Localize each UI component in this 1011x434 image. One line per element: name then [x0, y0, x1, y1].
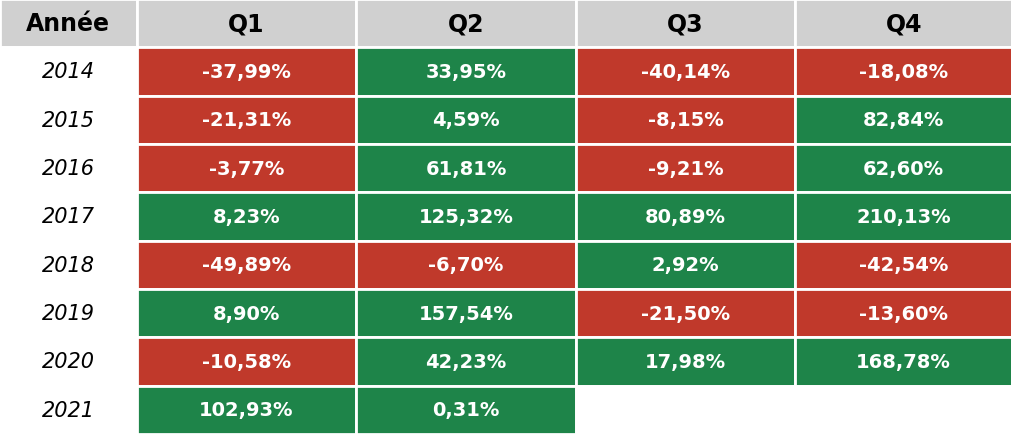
FancyBboxPatch shape [136, 96, 356, 145]
FancyBboxPatch shape [575, 145, 795, 193]
Text: 33,95%: 33,95% [425, 63, 507, 82]
FancyBboxPatch shape [136, 193, 356, 241]
FancyBboxPatch shape [575, 0, 795, 48]
Text: -21,50%: -21,50% [640, 304, 730, 323]
Text: 2015: 2015 [41, 111, 95, 131]
Text: -6,70%: -6,70% [428, 256, 503, 275]
Text: 8,90%: 8,90% [212, 304, 280, 323]
FancyBboxPatch shape [356, 338, 575, 386]
Text: -3,77%: -3,77% [208, 159, 284, 178]
Text: -37,99%: -37,99% [202, 63, 290, 82]
FancyBboxPatch shape [136, 289, 356, 338]
FancyBboxPatch shape [795, 96, 1011, 145]
FancyBboxPatch shape [356, 0, 575, 48]
FancyBboxPatch shape [795, 145, 1011, 193]
FancyBboxPatch shape [575, 193, 795, 241]
Text: 61,81%: 61,81% [425, 159, 507, 178]
Text: 2016: 2016 [41, 159, 95, 179]
Text: 168,78%: 168,78% [855, 352, 950, 371]
FancyBboxPatch shape [0, 241, 136, 289]
Text: 17,98%: 17,98% [644, 352, 726, 371]
Text: 2014: 2014 [41, 62, 95, 82]
Text: 125,32%: 125,32% [419, 207, 513, 227]
FancyBboxPatch shape [575, 289, 795, 338]
Text: Année: Année [26, 12, 110, 36]
FancyBboxPatch shape [356, 193, 575, 241]
FancyBboxPatch shape [0, 338, 136, 386]
FancyBboxPatch shape [0, 193, 136, 241]
Text: 157,54%: 157,54% [419, 304, 513, 323]
FancyBboxPatch shape [575, 386, 795, 434]
FancyBboxPatch shape [356, 96, 575, 145]
Text: 210,13%: 210,13% [855, 207, 950, 227]
Text: -49,89%: -49,89% [201, 256, 291, 275]
Text: -21,31%: -21,31% [201, 111, 291, 130]
FancyBboxPatch shape [356, 48, 575, 96]
Text: 0,31%: 0,31% [432, 401, 499, 419]
FancyBboxPatch shape [136, 338, 356, 386]
Text: 2021: 2021 [41, 400, 95, 420]
FancyBboxPatch shape [0, 0, 136, 48]
FancyBboxPatch shape [136, 386, 356, 434]
Text: 2018: 2018 [41, 255, 95, 275]
FancyBboxPatch shape [356, 289, 575, 338]
FancyBboxPatch shape [136, 241, 356, 289]
FancyBboxPatch shape [575, 96, 795, 145]
FancyBboxPatch shape [356, 145, 575, 193]
FancyBboxPatch shape [795, 241, 1011, 289]
Text: 2017: 2017 [41, 207, 95, 227]
Text: 2,92%: 2,92% [651, 256, 719, 275]
FancyBboxPatch shape [0, 48, 136, 96]
Text: -18,08%: -18,08% [858, 63, 947, 82]
FancyBboxPatch shape [136, 48, 356, 96]
Text: 4,59%: 4,59% [432, 111, 499, 130]
Text: -40,14%: -40,14% [640, 63, 730, 82]
Text: Q4: Q4 [885, 12, 921, 36]
FancyBboxPatch shape [0, 289, 136, 338]
FancyBboxPatch shape [795, 0, 1011, 48]
Text: 2019: 2019 [41, 303, 95, 323]
FancyBboxPatch shape [0, 145, 136, 193]
Text: 102,93%: 102,93% [199, 401, 293, 419]
Text: 8,23%: 8,23% [212, 207, 280, 227]
Text: -8,15%: -8,15% [647, 111, 723, 130]
Text: -9,21%: -9,21% [647, 159, 723, 178]
Text: Q3: Q3 [666, 12, 704, 36]
FancyBboxPatch shape [0, 386, 136, 434]
FancyBboxPatch shape [356, 386, 575, 434]
Text: Q1: Q1 [227, 12, 265, 36]
Text: -13,60%: -13,60% [858, 304, 947, 323]
FancyBboxPatch shape [136, 145, 356, 193]
Text: 2020: 2020 [41, 352, 95, 372]
FancyBboxPatch shape [795, 386, 1011, 434]
Text: 62,60%: 62,60% [862, 159, 943, 178]
FancyBboxPatch shape [575, 338, 795, 386]
FancyBboxPatch shape [795, 338, 1011, 386]
FancyBboxPatch shape [0, 96, 136, 145]
Text: Q2: Q2 [447, 12, 484, 36]
FancyBboxPatch shape [136, 0, 356, 48]
Text: 82,84%: 82,84% [862, 111, 943, 130]
FancyBboxPatch shape [575, 48, 795, 96]
FancyBboxPatch shape [575, 241, 795, 289]
Text: -10,58%: -10,58% [201, 352, 291, 371]
FancyBboxPatch shape [795, 193, 1011, 241]
FancyBboxPatch shape [795, 289, 1011, 338]
Text: 42,23%: 42,23% [425, 352, 507, 371]
Text: 80,89%: 80,89% [644, 207, 726, 227]
FancyBboxPatch shape [795, 48, 1011, 96]
FancyBboxPatch shape [356, 241, 575, 289]
Text: -42,54%: -42,54% [858, 256, 947, 275]
